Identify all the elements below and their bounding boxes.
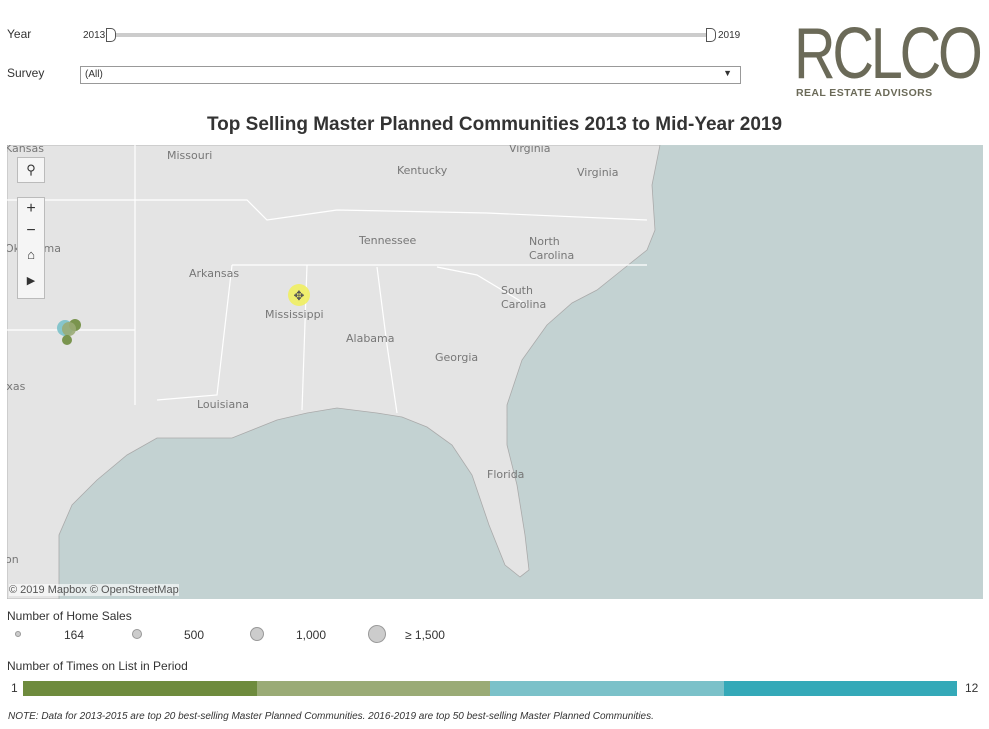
survey-value: (All) — [85, 69, 103, 80]
note: NOTE: Data for 2013-2015 are top 20 best… — [8, 711, 654, 722]
move-cursor-icon: ✥ — [294, 289, 305, 304]
map-label: Louisiana — [197, 398, 249, 411]
color-legend-title: Number of Times on List in Period — [7, 659, 188, 673]
year-slider-track[interactable] — [112, 33, 710, 37]
color-legend-min: 1 — [11, 681, 18, 695]
size-legend-circle — [250, 627, 264, 641]
map-label: North — [529, 235, 560, 248]
map-label: Kentucky — [397, 164, 448, 177]
size-legend-label: ≥ 1,500 — [405, 628, 445, 642]
map-label: South — [501, 284, 533, 297]
dropdown-arrow: ▼ — [723, 68, 732, 78]
home-button[interactable]: ⌂ — [27, 247, 35, 262]
size-legend-circle — [132, 629, 142, 639]
map-attribution: © 2019 Mapbox © OpenStreetMap — [9, 584, 179, 596]
map-label: Virginia — [509, 145, 550, 155]
move-cursor — [288, 284, 310, 306]
year-min: 2013 — [83, 30, 106, 41]
map-label: on — [7, 553, 19, 566]
community-marker — [62, 322, 76, 336]
year-max: 2019 — [718, 30, 741, 41]
map-label: Missouri — [167, 149, 212, 162]
year-slider-max-handle[interactable] — [706, 28, 716, 42]
survey-label: Survey — [7, 66, 45, 80]
year-label: Year — [7, 27, 32, 41]
land — [7, 145, 661, 599]
map-label: Florida — [487, 468, 524, 481]
zoom-in-button[interactable]: + — [26, 200, 36, 217]
map-label: Virginia — [577, 166, 618, 179]
size-legend-label: 164 — [64, 628, 85, 642]
map-search-button[interactable]: ⚲ — [17, 157, 45, 183]
map-label: Carolina — [501, 298, 546, 311]
color-legend-max: 12 — [965, 681, 979, 695]
zoom-out-button[interactable]: − — [26, 222, 36, 239]
map-label: Texas — [7, 380, 26, 393]
logo-tagline: REAL ESTATE ADVISORS — [796, 87, 933, 99]
size-legend-circle — [368, 625, 386, 643]
map-label: Alabama — [346, 332, 395, 345]
survey-dropdown[interactable]: (All) ▼ — [80, 66, 741, 84]
map-label: Carolina — [529, 249, 574, 262]
size-legend-label: 500 — [184, 628, 205, 642]
map-label: Mississippi — [265, 308, 324, 321]
pan-button[interactable]: ▶ — [26, 275, 36, 287]
year-slider-min-handle[interactable] — [106, 28, 116, 42]
color-legend-bar — [23, 681, 957, 696]
title: Top Selling Master Planned Communities 2… — [206, 114, 783, 135]
size-legend-circle — [15, 631, 21, 637]
map-label: Georgia — [435, 351, 478, 364]
size-legend-label: 1,000 — [296, 628, 327, 642]
size-legend-title: Number of Home Sales — [7, 609, 132, 623]
logo-name: RCLCO — [794, 14, 983, 94]
map[interactable]: Kansas Missouri Kentucky Virginia Virginia Te… — [7, 145, 983, 599]
community-marker — [62, 335, 72, 345]
map-label: Tennessee — [358, 234, 417, 247]
map-label: Kansas — [7, 145, 44, 155]
map-label: Arkansas — [189, 267, 239, 280]
map-toolbar: + − ⌂ ▶ — [17, 197, 45, 299]
